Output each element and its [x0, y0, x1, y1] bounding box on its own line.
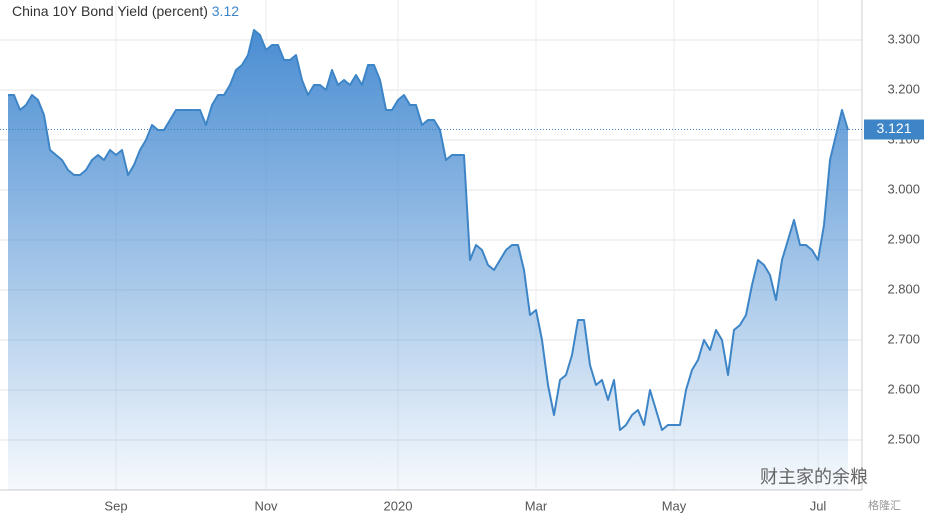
y-tick-label: 3.000: [887, 181, 920, 196]
y-tick-label: 2.500: [887, 431, 920, 446]
x-tick-label: Mar: [525, 498, 548, 513]
plot: [0, 29, 862, 490]
watermark-small: 格隆汇: [868, 498, 901, 512]
y-tick-label: 2.800: [887, 281, 920, 296]
y-tick-label: 2.900: [887, 231, 920, 246]
x-tick-label: May: [662, 498, 687, 513]
current-value: 3.12: [212, 3, 239, 19]
y-tick-label: 2.600: [887, 381, 920, 396]
y-tick-label: 3.300: [887, 31, 920, 46]
watermark: 财主家的余粮: [760, 467, 868, 487]
x-tick-label: Jul: [810, 498, 827, 513]
y-tick-label: 3.200: [887, 81, 920, 96]
line: [8, 29, 849, 431]
x-tick-label: 2020: [384, 498, 413, 513]
x-tick-label: Sep: [104, 498, 127, 513]
last-value-box: [864, 119, 924, 140]
title-text: China 10Y Bond Yield (percent): [12, 3, 208, 19]
y-tick-label: 2.700: [887, 331, 920, 346]
chart-title: China 10Y Bond Yield (percent) 3.12: [12, 3, 239, 19]
x-tick-label: Nov: [254, 498, 278, 513]
labels: 2.5002.6002.7002.8002.9003.0003.1003.200…: [104, 31, 924, 513]
last-value-label: 3.121: [876, 120, 911, 136]
area: [8, 30, 848, 490]
